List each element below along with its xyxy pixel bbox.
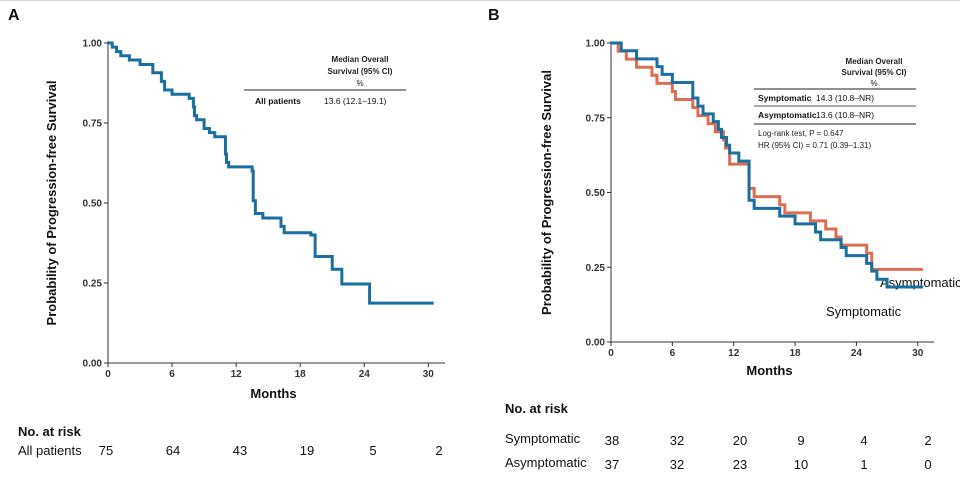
- series-end-label: Symptomatic: [826, 304, 902, 319]
- km-curve-all-patients: [108, 41, 434, 305]
- y-axis-label: Probability of Progression-free Survival: [539, 70, 554, 315]
- risk-count: 23: [732, 457, 748, 472]
- stat-annotation: Log-rank test, P = 0.647: [758, 129, 844, 138]
- x-axis-label: Months: [250, 386, 296, 401]
- risk-count: 43: [232, 443, 248, 458]
- y-tick-label: 0.50: [586, 188, 606, 199]
- risk-count: 4: [860, 433, 868, 448]
- risk-count: 19: [299, 443, 315, 458]
- x-tick-label: 0: [105, 369, 111, 380]
- y-axis-label: Probability of Progression-free Survival: [44, 81, 59, 326]
- y-tick-label: 0.25: [83, 279, 103, 290]
- y-tick-label: 0.75: [83, 119, 103, 130]
- legend-header: %: [870, 79, 877, 88]
- y-tick-label: 0.75: [586, 113, 606, 124]
- legend-header: Median Overall: [846, 57, 903, 66]
- risk-row-label: Asymptomatic: [505, 455, 587, 470]
- y-tick-label: 0.00: [83, 359, 103, 370]
- risk-table-title-b: No. at risk: [505, 401, 568, 416]
- legend-row-value: 13.6 (10.8–NR): [816, 110, 874, 120]
- risk-table-title-a: No. at risk: [18, 424, 81, 439]
- top-border: [0, 0, 960, 1]
- risk-count: 32: [669, 457, 685, 472]
- legend-header: %: [356, 79, 363, 88]
- x-tick-label: 24: [851, 348, 863, 359]
- stat-annotation: HR (95% CI) = 0.71 (0.39–1.31): [758, 141, 872, 150]
- y-tick-label: 0.00: [586, 338, 606, 349]
- y-tick-label: 1.00: [83, 39, 103, 50]
- x-axis-label: Months: [746, 363, 792, 378]
- risk-count: 32: [669, 433, 685, 448]
- risk-count: 1: [860, 457, 868, 472]
- risk-count: 5: [369, 443, 377, 458]
- legend-row-value: 14.3 (10.8–NR): [816, 93, 874, 103]
- x-tick-label: 12: [728, 348, 740, 359]
- legend-row-label: All patients: [255, 96, 301, 106]
- risk-count: 9: [797, 433, 805, 448]
- risk-count: 64: [165, 443, 181, 458]
- y-tick-label: 0.25: [586, 263, 606, 274]
- risk-count: 2: [924, 433, 932, 448]
- risk-count: 20: [732, 433, 748, 448]
- legend-header: Survival (95% CI): [842, 68, 907, 77]
- risk-count: 37: [604, 457, 620, 472]
- x-tick-label: 12: [231, 369, 243, 380]
- risk-count: 75: [98, 443, 114, 458]
- panel-label-a: A: [8, 7, 20, 24]
- x-tick-label: 18: [295, 369, 307, 380]
- legend-header: Survival (95% CI): [328, 67, 393, 76]
- x-tick-label: 18: [790, 348, 802, 359]
- panel-label-b: B: [488, 7, 500, 24]
- legend-row-label: Symptomatic: [758, 93, 812, 103]
- risk-count: 38: [604, 433, 620, 448]
- y-tick-label: 1.00: [586, 39, 606, 50]
- risk-count: 0: [924, 457, 932, 472]
- risk-count: 2: [435, 443, 443, 458]
- legend-header: Median Overall: [332, 55, 389, 64]
- legend-row-value: 13.6 (12.1–19.1): [324, 96, 387, 106]
- risk-row-label: All patients: [18, 443, 82, 458]
- x-tick-label: 24: [359, 369, 371, 380]
- risk-count: 10: [793, 457, 809, 472]
- km-curve-symptomatic: [611, 41, 923, 289]
- x-tick-label: 30: [423, 369, 435, 380]
- risk-row-label: Symptomatic: [505, 431, 581, 446]
- x-tick-label: 30: [912, 348, 924, 359]
- x-tick-label: 6: [670, 348, 676, 359]
- x-tick-label: 0: [608, 348, 614, 359]
- legend-row-label: Asymptomatic: [758, 110, 817, 120]
- y-tick-label: 0.50: [83, 199, 103, 210]
- x-tick-label: 6: [169, 369, 175, 380]
